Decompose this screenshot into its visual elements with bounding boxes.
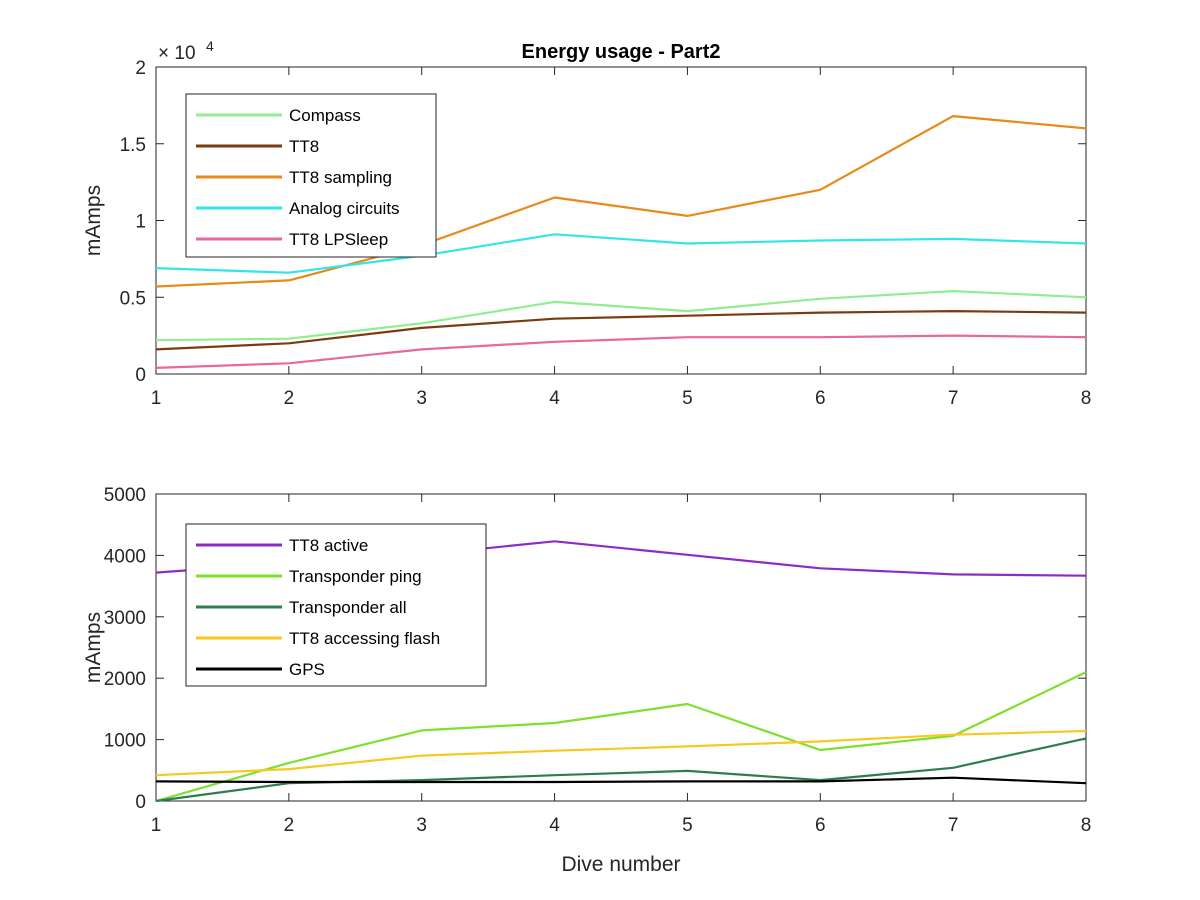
y-tick-label: 1.5 — [120, 135, 146, 156]
y-tick-label: 2 — [135, 58, 146, 79]
legend-entry-label: GPS — [289, 660, 325, 679]
legend-entry-label: TT8 LPSleep — [289, 230, 388, 249]
x-tick-label: 1 — [151, 388, 162, 409]
top-axes: 1 2 3 4 5 6 7 8 0 0.5 1 1.5 2 × 10 4 Energy usage - Par… — [82, 38, 1091, 409]
x-tick-label: 4 — [549, 388, 560, 409]
x-tick-label: 5 — [682, 815, 693, 836]
legend-entry-label: TT8 — [289, 137, 319, 156]
x-tick-label: 6 — [815, 388, 826, 409]
legend-entry-label: TT8 sampling — [289, 168, 392, 187]
legend-entry-label: TT8 active — [289, 536, 368, 555]
legend-1: TT8 active Transponder ping Transponder al… — [185, 523, 487, 687]
series-line-analog-circuits — [155, 233, 1087, 274]
legend-entry-label: Compass — [289, 106, 361, 125]
y-tick-label: 4000 — [104, 546, 146, 567]
legend-entry-label: Analog circuits — [289, 199, 400, 218]
x-axis-label: Dive number — [561, 853, 680, 876]
y-exponent-power: 4 — [206, 38, 214, 54]
x-tick-label: 4 — [549, 815, 560, 836]
x-tick-label: 3 — [416, 815, 427, 836]
legend-0: Compass TT8 TT8 sampling Analog circuits TT8… — [185, 93, 437, 258]
x-tick-label: 8 — [1081, 815, 1092, 836]
x-tick-label: 5 — [682, 388, 693, 409]
bottom-axes: 1 2 3 4 5 6 7 8 0 1000 2000 3000 4000 5000 mAmps Dive n… — [82, 485, 1091, 876]
y-tick-label: 5000 — [104, 485, 146, 506]
y-axis-label: mAmps — [82, 612, 105, 683]
y-tick-label: 1 — [135, 212, 146, 233]
y-tick-label: 2000 — [104, 669, 146, 690]
y-tick-label: 0 — [135, 792, 146, 813]
legend-entry-label: Transponder all — [289, 598, 407, 617]
y-tick-label: 0.5 — [120, 288, 146, 309]
series-line-gps — [155, 776, 1087, 785]
series-line-compass — [155, 290, 1087, 342]
series-line-tt8-sampling — [155, 114, 1087, 288]
chart-title: Energy usage - Part2 — [522, 41, 721, 63]
series-line-tt8 — [155, 310, 1087, 351]
x-tick-label: 3 — [416, 388, 427, 409]
legend-entry-label: TT8 accessing flash — [289, 629, 440, 648]
y-tick-label: 1000 — [104, 731, 146, 752]
x-tick-label: 7 — [948, 815, 959, 836]
y-tick-label: 3000 — [104, 608, 146, 629]
x-tick-label: 1 — [151, 815, 162, 836]
series-line-transponder-ping — [155, 671, 1087, 803]
y-tick-label: 0 — [135, 365, 146, 386]
y-exponent-label: × 10 — [158, 43, 196, 64]
x-tick-label: 2 — [284, 815, 295, 836]
x-tick-label: 8 — [1081, 388, 1092, 409]
legend-box — [185, 523, 487, 687]
legend-entry-label: Transponder ping — [289, 567, 422, 586]
x-tick-label: 7 — [948, 388, 959, 409]
x-tick-label: 2 — [284, 388, 295, 409]
y-axis-label: mAmps — [82, 185, 105, 256]
x-tick-label: 6 — [815, 815, 826, 836]
series-line-tt8-lpsleep — [155, 334, 1087, 369]
series-line-tt8-accessing-flash — [155, 729, 1087, 777]
